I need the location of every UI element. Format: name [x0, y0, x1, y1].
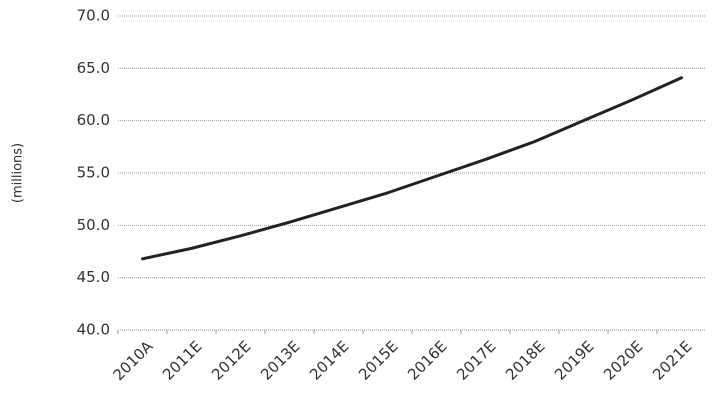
y-tick-label: 50.0	[77, 216, 110, 234]
x-tick-label: 2020E	[600, 337, 646, 383]
line-series	[141, 76, 683, 261]
x-tick-label: 2016E	[404, 337, 450, 383]
x-tick-label: 2013E	[257, 337, 303, 383]
x-tick-label: 2012E	[208, 337, 254, 383]
x-tick-label: 2017E	[453, 337, 499, 383]
y-tick-label: 45.0	[77, 268, 110, 286]
y-tick-label: 65.0	[77, 59, 110, 77]
y-tick-label: 70.0	[77, 7, 110, 25]
y-tick-label: 40.0	[77, 321, 110, 339]
x-tick-label: 2021E	[649, 337, 695, 383]
x-tick-label: 2014E	[306, 337, 352, 383]
x-tick-label: 2019E	[551, 337, 597, 383]
y-axis-label: (millions)	[11, 143, 26, 203]
y-tick-label: 55.0	[77, 164, 110, 182]
y-tick-label: 60.0	[77, 111, 110, 129]
x-tick-label: 2010A	[110, 337, 157, 384]
x-tick-label: 2015E	[355, 337, 401, 383]
x-tick-label: 2011E	[159, 337, 205, 383]
x-tick-label: 2018E	[502, 337, 548, 383]
